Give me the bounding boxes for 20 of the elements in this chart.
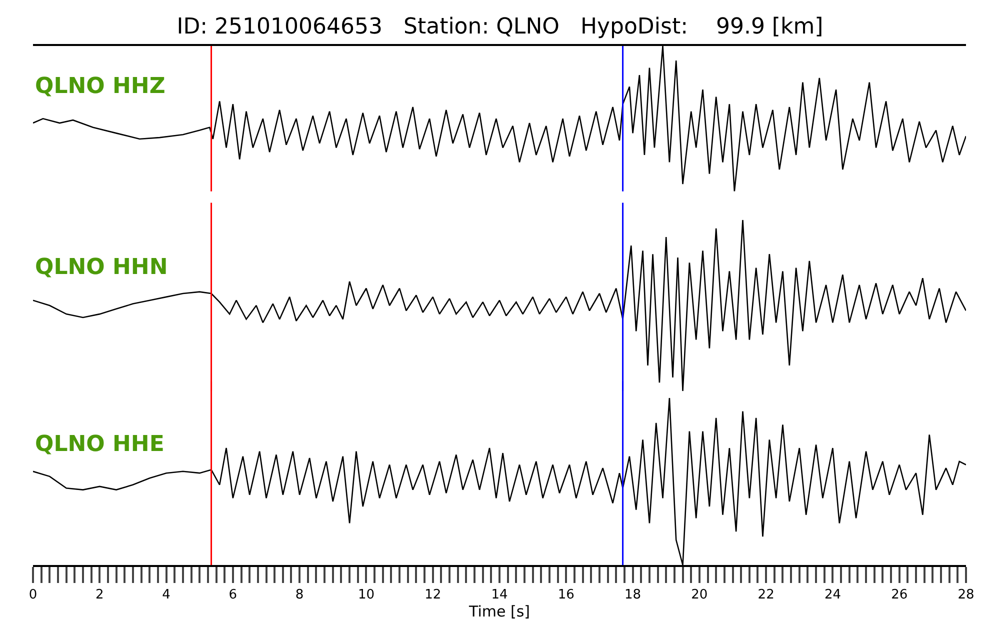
x-tick-label: 0: [28, 588, 38, 603]
x-tick-label: 22: [758, 588, 774, 603]
series-label: QLNO HHE: [35, 432, 164, 457]
x-axis-title: Time [s]: [468, 602, 530, 621]
chart-title: ID: 251010064653 Station: QLNO HypoDist: 99.9 [km]: [176, 14, 824, 40]
x-tick-label: 20: [691, 588, 708, 603]
x-tick-label: 4: [162, 588, 170, 603]
series-label: QLNO HHZ: [35, 74, 166, 99]
x-tick-label: 26: [891, 588, 908, 603]
x-tick-label: 24: [824, 588, 841, 603]
series-label: QLNO HHN: [35, 255, 168, 280]
x-tick-label: 14: [491, 588, 508, 603]
x-tick-label: 12: [424, 588, 442, 603]
x-tick-label: 28: [958, 588, 974, 603]
x-tick-label: 10: [358, 588, 374, 603]
x-tick-label: 6: [228, 588, 238, 603]
x-tick-label: 8: [295, 588, 304, 603]
x-tick-label: 16: [558, 588, 574, 603]
x-tick-label: 18: [624, 588, 642, 603]
x-tick-label: 2: [96, 588, 104, 603]
